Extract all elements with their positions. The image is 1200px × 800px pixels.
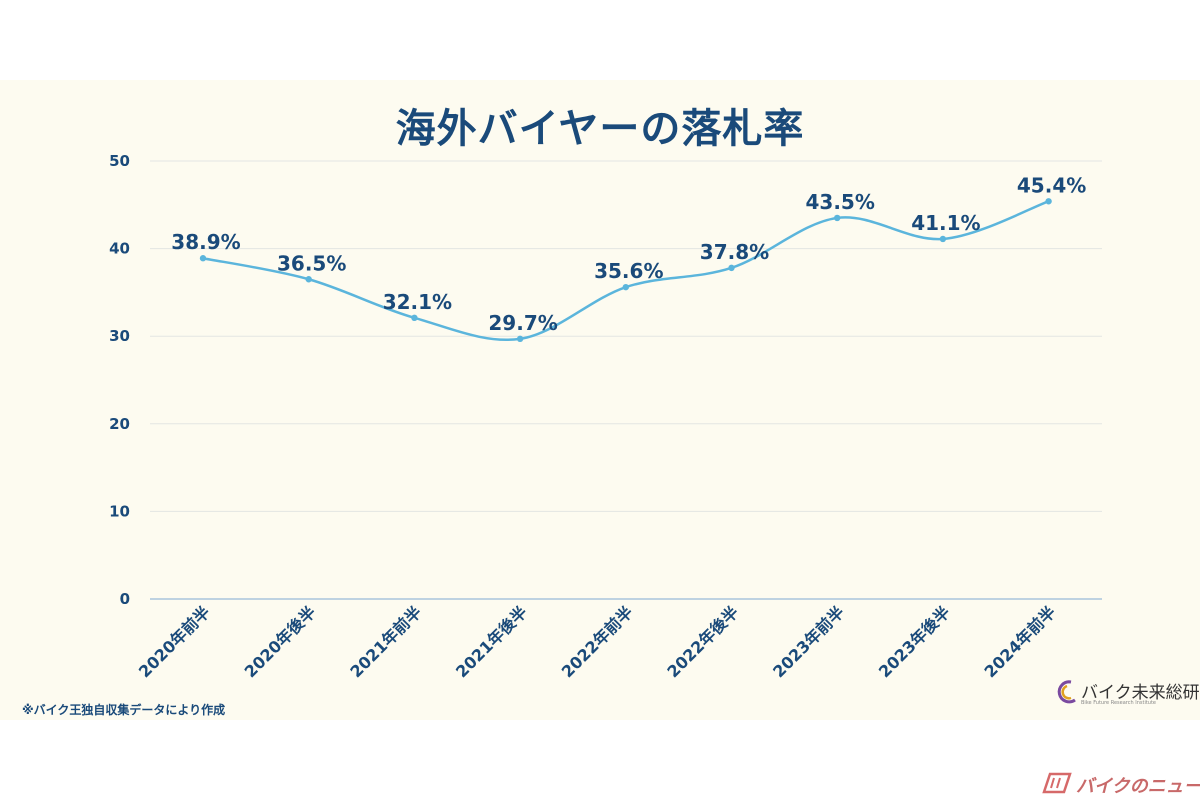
x-tick-label: 2024年前半 xyxy=(981,602,1060,681)
data-point xyxy=(622,283,629,291)
chart-title: 海外バイヤーの落札率 xyxy=(395,106,805,152)
brand-swirl-icon xyxy=(1057,680,1076,704)
data-label: 35.6% xyxy=(594,259,663,283)
y-axis-ticks: 0 10 20 30 40 50 xyxy=(109,152,130,608)
data-point xyxy=(1045,198,1052,205)
chart-panel xyxy=(0,80,1200,720)
data-point xyxy=(516,335,524,343)
data-point xyxy=(939,235,947,243)
x-tick-label: 2023年後半 xyxy=(875,602,954,681)
y-tick-label: 20 xyxy=(109,415,130,433)
data-point xyxy=(728,264,735,272)
y-tick-label: 40 xyxy=(109,240,130,258)
x-tick-label: 2022年前半 xyxy=(558,602,637,681)
data-labels: 38.9% 36.5% 32.1% 29.7% 35.6% 37.8% 43.5% 41.1%… xyxy=(171,173,1086,335)
brand-logo: バイク未来総研 Bike Future Research Institute xyxy=(1055,676,1200,712)
x-tick-label: 2020年前半 xyxy=(135,602,214,681)
y-tick-label: 0 xyxy=(120,590,130,608)
data-label: 45.4% xyxy=(1017,173,1086,197)
data-label: 41.1% xyxy=(911,211,980,235)
watermark-text: バイクのニュース xyxy=(1076,776,1200,797)
x-tick-label: 2022年後半 xyxy=(663,602,742,681)
data-label: 43.5% xyxy=(806,190,875,214)
data-label: 32.1% xyxy=(383,290,452,314)
data-points xyxy=(199,198,1052,343)
data-point xyxy=(411,314,418,322)
data-label: 29.7% xyxy=(488,311,557,335)
data-label: 37.8% xyxy=(700,240,769,264)
y-tick-label: 50 xyxy=(109,152,130,170)
y-tick-label: 30 xyxy=(109,327,130,345)
watermark-icon xyxy=(1042,772,1072,794)
data-point xyxy=(834,214,841,222)
data-point xyxy=(199,255,207,262)
x-tick-label: 2021年後半 xyxy=(452,602,531,681)
y-tick-label: 10 xyxy=(109,502,130,520)
footnote: ※バイク王独自収集データにより作成 xyxy=(22,703,226,717)
watermark: バイクのニュース xyxy=(1040,768,1200,798)
x-tick-label: 2021年前半 xyxy=(346,602,425,681)
brand-tagline: Bike Future Research Institute xyxy=(1081,700,1157,706)
x-axis-ticks: 2020年前半 2020年後半 2021年前半 2021年後半 2022年前半 2022年… xyxy=(135,602,1059,681)
x-tick-label: 2020年後半 xyxy=(241,602,320,681)
brand-name: バイク未来総研 xyxy=(1081,683,1200,703)
grid-layer xyxy=(150,160,1102,600)
data-label: 38.9% xyxy=(171,230,240,254)
data-point xyxy=(305,276,312,283)
data-label: 36.5% xyxy=(277,251,346,275)
x-tick-label: 2023年前半 xyxy=(769,602,848,681)
